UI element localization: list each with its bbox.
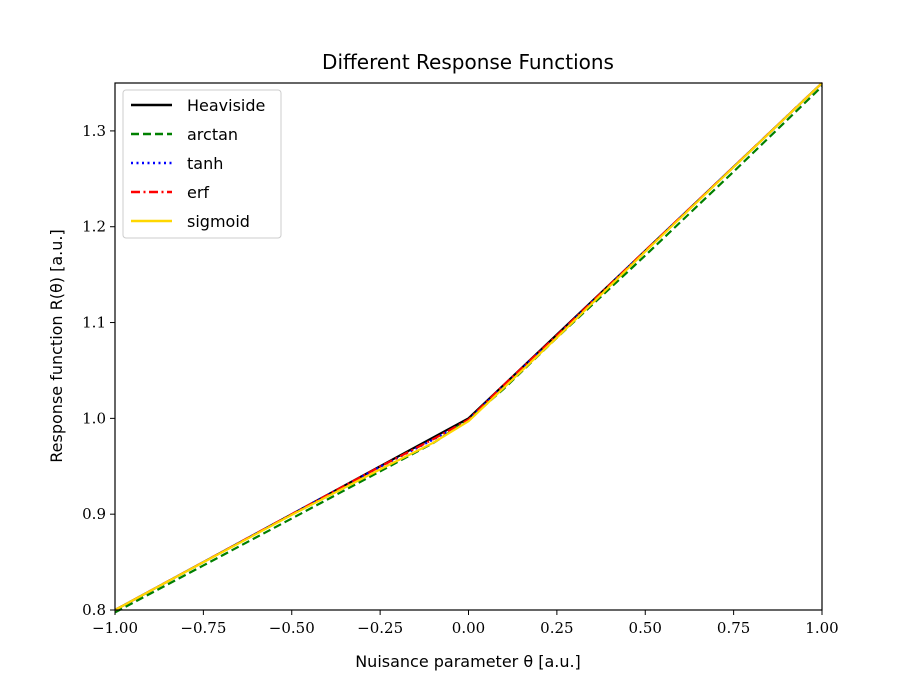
x-tick-label: 0.75 — [717, 619, 750, 637]
y-tick-label: 1.1 — [82, 314, 106, 332]
legend-label-erf: erf — [187, 183, 209, 202]
x-tick-label: 0.00 — [452, 619, 485, 637]
y-tick-label: 0.8 — [82, 601, 106, 619]
x-axis-label: Nuisance parameter θ [a.u.] — [355, 652, 581, 671]
y-tick-label: 1.2 — [82, 218, 106, 236]
x-tick-label: 1.00 — [805, 619, 838, 637]
y-tick-label: 0.9 — [82, 505, 106, 523]
series-line-sigmoid — [114, 82, 823, 611]
x-axis: −1.00 −0.75 −0.50 −0.25 0.00 0.25 0.50 0.75 1.00 — [92, 610, 839, 637]
y-axis-label: Response function R(θ) [a.u.] — [47, 229, 66, 462]
y-tick-label: 1.0 — [82, 409, 106, 427]
series-layer — [114, 82, 823, 614]
y-axis: 0.8 0.9 1.0 1.1 1.2 1.3 — [82, 122, 115, 619]
chart-title: Different Response Functions — [322, 50, 614, 74]
legend: Heaviside arctan tanh erf sigmoid — [122, 89, 282, 239]
y-tick-label: 1.3 — [82, 122, 106, 140]
legend-box — [122, 89, 282, 239]
x-tick-label: 0.25 — [540, 619, 573, 637]
legend-label-heaviside: Heaviside — [187, 96, 265, 115]
legend-label-sigmoid: sigmoid — [187, 212, 250, 231]
x-tick-label: −0.75 — [180, 619, 226, 637]
legend-label-arctan: arctan — [187, 125, 238, 144]
x-tick-label: −0.50 — [269, 619, 315, 637]
x-tick-label: 0.50 — [629, 619, 662, 637]
legend-label-tanh: tanh — [187, 154, 223, 173]
x-tick-label: −0.25 — [357, 619, 403, 637]
x-tick-label: −1.00 — [92, 619, 138, 637]
